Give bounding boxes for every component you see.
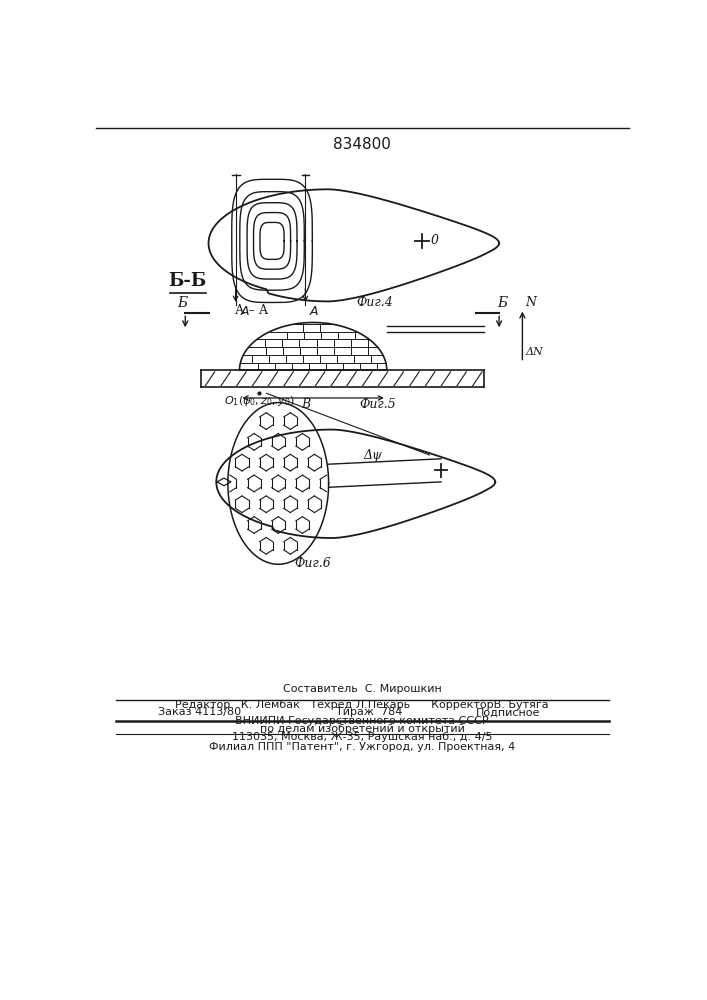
Text: Δψ: Δψ bbox=[363, 449, 382, 462]
Text: Составитель  С. Мирошкин: Составитель С. Мирошкин bbox=[283, 684, 441, 694]
Text: ВНИИПИ Государственного комитета СССР: ВНИИПИ Государственного комитета СССР bbox=[235, 716, 489, 726]
Text: 0: 0 bbox=[431, 234, 439, 247]
Text: А: А bbox=[240, 305, 249, 318]
Text: А: А bbox=[310, 305, 319, 318]
Text: Б-Б: Б-Б bbox=[168, 272, 206, 290]
Text: Тираж  784: Тираж 784 bbox=[337, 707, 403, 717]
Text: 113035, Москва, Ж-35, Раушская наб., д. 4/5: 113035, Москва, Ж-35, Раушская наб., д. … bbox=[232, 732, 492, 742]
Text: Заказ 4113/80: Заказ 4113/80 bbox=[158, 707, 241, 717]
Text: Фиг.6: Фиг.6 bbox=[295, 557, 332, 570]
Text: Подписное: Подписное bbox=[476, 707, 540, 717]
Text: Б: Б bbox=[497, 296, 508, 310]
Text: Редактор   К. Лембак   Техред Л.Пекарь      КорректорВ. Бутяга: Редактор К. Лембак Техред Л.Пекарь Корре… bbox=[175, 700, 549, 710]
Text: Б: Б bbox=[177, 296, 187, 310]
Text: $O_1(\psi_0, z_0, y_0)$: $O_1(\psi_0, z_0, y_0)$ bbox=[223, 394, 294, 408]
Text: Фиг.4: Фиг.4 bbox=[357, 296, 394, 309]
Text: N: N bbox=[525, 296, 537, 309]
Text: Филиал ППП "Патент", г. Ужгород, ул. Проектная, 4: Филиал ППП "Патент", г. Ужгород, ул. Про… bbox=[209, 742, 515, 752]
Text: В: В bbox=[300, 398, 310, 411]
Text: по делам изобретений и открытий: по делам изобретений и открытий bbox=[259, 724, 464, 734]
Text: ΔN: ΔN bbox=[525, 347, 543, 357]
Text: Фиг.5: Фиг.5 bbox=[360, 398, 397, 411]
Text: А – А: А – А bbox=[235, 304, 268, 317]
Text: 834800: 834800 bbox=[333, 137, 391, 152]
